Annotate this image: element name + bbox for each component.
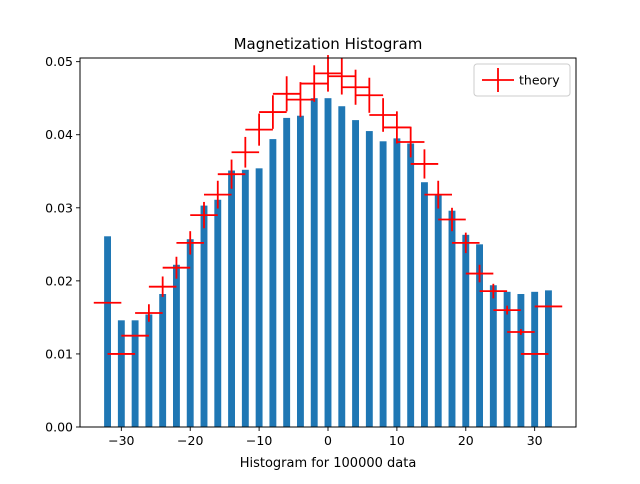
theory-point [272,76,301,112]
theory-point [493,305,521,315]
histogram-bar [200,205,208,427]
histogram-bar [407,143,415,427]
theory-point [479,283,508,299]
histogram-bar [448,210,456,427]
y-tick-label: 0.01 [45,346,73,361]
y-tick-label: 0.00 [45,420,73,435]
bars-layer [104,98,552,428]
histogram-bar [173,264,180,427]
theory-point [355,77,384,113]
x-tick-label: −10 [246,433,272,448]
histogram-bar [365,131,373,427]
histogram-bar [255,168,263,427]
histogram-bar [531,291,539,427]
x-tick-label: −20 [177,433,203,448]
histogram-bar [297,115,304,427]
theory-point [148,276,177,297]
x-tick-label: 0 [324,433,332,448]
y-tick-label: 0.04 [45,127,73,142]
histogram-bar [503,291,511,427]
x-tick-label: 30 [527,433,543,448]
theory-point [507,329,535,335]
histogram-bar [379,141,387,427]
theory-point [176,231,204,255]
x-axis: −30 −20 −10 0 10 20 30 [108,427,543,448]
histogram-bar [393,138,401,428]
theory-point [396,126,425,158]
histogram-bar [476,244,483,427]
histogram-bar [489,285,497,427]
x-tick-label: 20 [458,433,474,448]
theory-point [286,82,315,118]
theory-point [314,55,342,92]
x-axis-label: Histogram for 100000 data [240,456,417,471]
theory-point [245,113,273,146]
x-tick-label: −30 [108,433,134,448]
theory-point [259,95,287,129]
theory-point [410,149,439,179]
histogram-bar [131,320,139,427]
histogram-bar [517,294,525,427]
histogram-bar [545,290,552,427]
histogram-bar [338,106,346,428]
legend: theory [473,63,571,97]
histogram-bar [421,182,428,427]
histogram-bar [186,239,194,427]
histogram-bar [117,320,125,427]
theory-point [328,58,356,95]
y-tick-label: 0.05 [45,54,73,69]
theory-point [217,159,246,189]
theory-point [300,65,328,102]
theory-point [424,180,452,209]
histogram-bar [434,195,442,427]
y-tick-label: 0.02 [45,273,73,288]
theory-point [190,201,218,229]
histogram-bar [228,170,235,427]
theory-point [465,264,494,283]
theory-point [369,98,397,132]
theory-point [162,256,191,279]
histogram-bar [462,234,470,427]
histogram-bar [241,169,249,428]
theory-point [438,207,466,232]
histogram-bar [145,314,153,427]
histogram-bar [214,199,222,427]
theory-series [93,55,563,355]
chart-title: Magnetization Histogram [234,35,423,53]
theory-point [383,111,411,144]
y-axis: 0.00 0.01 0.02 0.03 0.04 0.05 [45,54,80,435]
theory-point [204,180,232,209]
theory-point [341,69,370,105]
histogram-bar [324,98,332,428]
theory-point [231,136,260,168]
theory-point [135,304,163,322]
histogram-bar [352,120,359,427]
x-tick-label: 10 [389,433,405,448]
histogram-bar [104,236,111,427]
legend-label-theory: theory [519,73,560,88]
y-tick-label: 0.03 [45,200,73,215]
histogram-bar [310,98,318,428]
histogram-bar [283,117,291,427]
histogram-bar [269,139,277,427]
histogram-bar [159,294,167,427]
theory-point [452,232,480,254]
